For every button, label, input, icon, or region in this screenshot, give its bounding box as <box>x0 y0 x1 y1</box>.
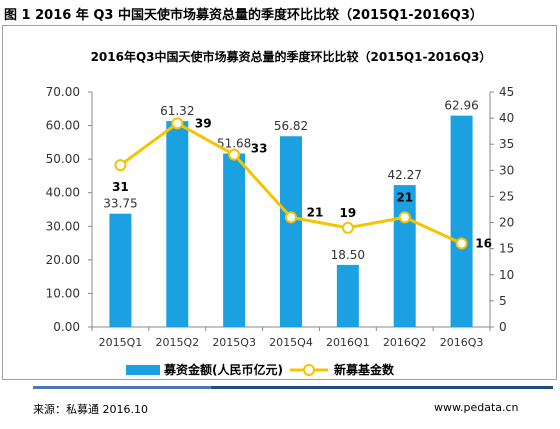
line-data-label: 33 <box>251 142 268 156</box>
y-left-tick-label: 20.00 <box>46 253 80 267</box>
x-tick-label: 2015Q2 <box>155 336 199 349</box>
bar-data-label: 42.27 <box>388 168 422 182</box>
x-tick-label: 2016Q3 <box>440 336 484 349</box>
y-right-tick-label: 35 <box>499 137 514 151</box>
figure-title: 图 1 2016 年 Q3 中国天使市场募资总量的季度环比比较（2015Q1-2… <box>4 8 483 23</box>
y-right-tick-label: 30 <box>499 163 514 177</box>
y-left-tick-label: 0.00 <box>53 320 80 334</box>
bar-data-label: 51.68 <box>217 137 251 151</box>
legend-line-marker <box>303 364 315 376</box>
line-data-label: 19 <box>340 206 357 220</box>
y-left-tick-label: 60.00 <box>46 119 80 133</box>
y-right-tick-label: 5 <box>499 294 507 308</box>
bar <box>223 153 246 327</box>
legend-line-label: 新募基金数 <box>334 362 395 377</box>
bar <box>336 264 359 327</box>
bar <box>166 121 189 327</box>
line-point <box>341 221 354 234</box>
y-right-tick-label: 25 <box>499 189 514 203</box>
y-right-tick-label: 0 <box>499 320 507 334</box>
line-point <box>228 148 241 161</box>
line-data-label: 39 <box>195 116 212 130</box>
legend-bar-swatch <box>126 365 160 375</box>
y-right-tick-label: 10 <box>499 268 514 282</box>
source-text: 来源：私募通 2016.10 <box>33 403 148 416</box>
y-left-tick-label: 40.00 <box>46 186 80 200</box>
y-right-tick-label: 20 <box>499 216 514 230</box>
x-tick-label: 2015Q4 <box>269 336 313 349</box>
bar-data-label: 18.50 <box>331 248 365 262</box>
x-tick-label: 2016Q2 <box>383 336 427 349</box>
bar <box>109 213 132 327</box>
line-point <box>171 117 184 130</box>
y-left-tick-label: 10.00 <box>46 286 80 300</box>
line-data-label: 31 <box>112 180 129 194</box>
line-data-label: 21 <box>396 190 413 204</box>
legend-bar-label: 募资金额(人民币亿元) <box>163 362 283 377</box>
y-right-tick-label: 15 <box>499 242 514 256</box>
y-left-tick-label: 50.00 <box>46 152 80 166</box>
line-point <box>398 211 411 224</box>
bottom-rule-accent <box>33 386 211 389</box>
bar <box>280 136 302 327</box>
x-tick-label: 2016Q1 <box>326 336 370 349</box>
y-left-tick-label: 30.00 <box>46 219 80 233</box>
bar-data-label: 61.32 <box>160 104 194 118</box>
bar-data-label: 62.96 <box>444 99 478 113</box>
y-left-tick-label: 70.00 <box>46 85 80 99</box>
y-right-tick-label: 45 <box>499 85 514 99</box>
line-data-label: 21 <box>307 205 324 219</box>
y-right-tick-label: 40 <box>499 111 514 125</box>
website-text: www.pedata.cn <box>434 401 519 414</box>
line-point <box>114 159 127 172</box>
line-data-label: 16 <box>475 236 492 250</box>
x-tick-label: 2015Q3 <box>212 336 256 349</box>
chart-frame <box>2 25 557 380</box>
line-point <box>455 237 468 250</box>
bar-data-label: 56.82 <box>274 119 308 133</box>
x-tick-label: 2015Q1 <box>99 336 143 349</box>
line-point <box>285 211 297 224</box>
bar <box>393 185 416 327</box>
bar <box>450 115 473 328</box>
bar-data-label: 33.75 <box>103 197 137 211</box>
chart-title: 2016年Q3中国天使市场募资总量的季度环比比较（2015Q1-2016Q3） <box>91 49 492 64</box>
bottom-rule <box>33 386 553 389</box>
